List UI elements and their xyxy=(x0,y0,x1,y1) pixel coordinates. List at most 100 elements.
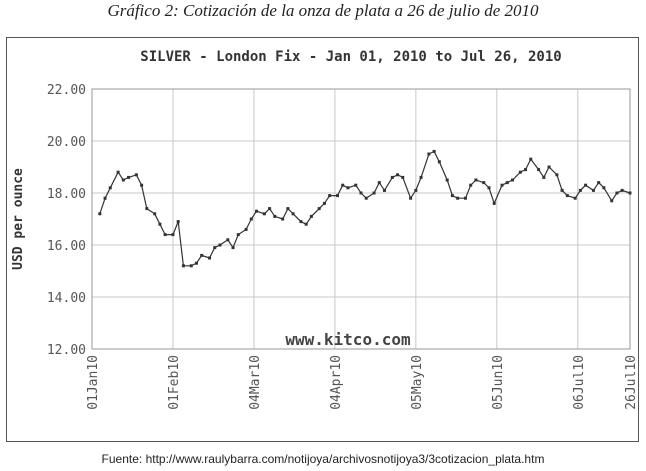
price-point xyxy=(218,243,222,247)
price-point xyxy=(505,181,509,185)
price-point xyxy=(98,212,102,216)
x-tick-label: 04Mar10 xyxy=(248,355,263,410)
x-tick-label: 01Feb10 xyxy=(167,355,182,410)
price-point xyxy=(127,175,131,179)
price-point xyxy=(591,188,595,192)
price-point xyxy=(377,181,381,185)
price-point xyxy=(341,183,345,187)
price-point xyxy=(542,175,546,179)
price-point xyxy=(108,186,112,190)
price-point xyxy=(500,183,504,187)
price-point xyxy=(153,212,157,216)
price-point xyxy=(194,261,198,265)
price-point xyxy=(602,186,606,190)
price-point xyxy=(103,196,107,200)
x-tick-label: 26Jul10 xyxy=(624,355,639,410)
price-point xyxy=(140,183,144,187)
price-point xyxy=(560,188,564,192)
y-tick-label: 22.00 xyxy=(47,83,86,98)
y-tick-label: 14.00 xyxy=(47,291,86,306)
price-point xyxy=(510,178,514,182)
price-point xyxy=(189,264,193,268)
price-point xyxy=(529,157,533,161)
y-tick-label: 12.00 xyxy=(47,343,86,358)
price-point xyxy=(372,191,376,195)
y-axis-label: USD per ounce xyxy=(11,168,26,270)
price-series-line xyxy=(99,150,631,267)
x-tick-label: 04Apr10 xyxy=(329,355,344,410)
price-point xyxy=(364,196,368,200)
figure-caption: Gráfico 2: Cotización de la onza de plat… xyxy=(107,1,539,20)
price-point xyxy=(163,233,167,237)
price-point xyxy=(359,191,363,195)
price-point xyxy=(116,170,120,174)
price-point xyxy=(268,207,272,211)
price-point xyxy=(537,168,541,172)
price-point xyxy=(158,222,162,226)
price-point xyxy=(414,188,418,192)
price-point xyxy=(171,233,175,237)
price-point xyxy=(213,246,217,250)
price-point xyxy=(565,194,569,198)
price-point xyxy=(518,170,522,174)
price-point xyxy=(456,196,460,200)
price-point xyxy=(200,253,204,257)
price-point xyxy=(145,207,149,211)
price-point xyxy=(427,152,431,156)
price-point xyxy=(181,264,185,268)
price-point xyxy=(628,191,632,195)
price-point xyxy=(474,178,478,182)
price-point xyxy=(328,194,332,198)
price-point xyxy=(236,233,240,237)
price-point xyxy=(555,173,559,177)
price-point xyxy=(620,188,624,192)
price-point xyxy=(463,196,467,200)
price-point xyxy=(487,186,491,190)
price-point xyxy=(469,183,473,187)
price-point xyxy=(383,188,387,192)
price-point xyxy=(401,175,405,179)
price-point xyxy=(578,188,582,192)
price-point xyxy=(390,175,394,179)
y-tick-label: 18.00 xyxy=(47,187,86,202)
price-point xyxy=(121,178,125,182)
price-point xyxy=(346,186,350,190)
x-tick-label: 05May10 xyxy=(410,355,425,410)
watermark-text: www.kitco.com xyxy=(285,330,411,349)
price-point xyxy=(445,178,449,182)
price-point xyxy=(304,222,308,226)
price-point xyxy=(335,194,339,198)
y-tick-label: 16.00 xyxy=(47,239,86,254)
price-point xyxy=(524,168,528,172)
price-point xyxy=(317,207,321,211)
price-point xyxy=(176,220,180,224)
price-point xyxy=(432,149,436,153)
price-point xyxy=(299,220,303,224)
price-point xyxy=(396,173,400,177)
price-point xyxy=(291,212,295,216)
chart-title: SILVER - London Fix - Jan 01, 2010 to Ju… xyxy=(140,49,561,65)
price-point xyxy=(450,194,454,198)
price-point xyxy=(286,207,290,211)
price-point xyxy=(573,196,577,200)
x-tick-label: 06Jul10 xyxy=(572,355,587,410)
price-point xyxy=(273,214,277,218)
price-point xyxy=(249,217,253,221)
price-point xyxy=(547,165,551,169)
price-point xyxy=(244,227,248,231)
price-point xyxy=(281,217,285,221)
price-point xyxy=(134,173,138,177)
price-point xyxy=(255,209,259,213)
y-tick-label: 20.00 xyxy=(47,135,86,150)
price-point xyxy=(584,183,588,187)
x-tick-label: 01Jan10 xyxy=(86,355,101,410)
price-point xyxy=(597,181,601,185)
silver-price-chart: SILVER - London Fix - Jan 01, 2010 to Ju… xyxy=(11,49,639,410)
price-point xyxy=(409,196,413,200)
price-point xyxy=(262,212,266,216)
price-point xyxy=(354,183,358,187)
price-point xyxy=(226,238,230,242)
plot-area-border xyxy=(91,88,631,350)
price-point xyxy=(208,256,212,260)
price-point xyxy=(482,181,486,185)
